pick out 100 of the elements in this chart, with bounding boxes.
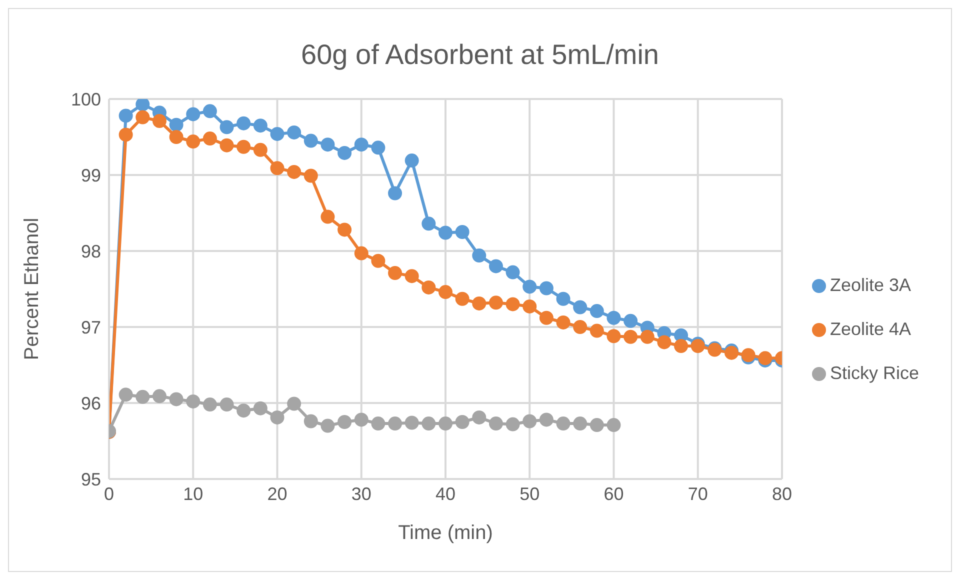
point <box>354 246 368 260</box>
point <box>522 414 537 428</box>
point <box>338 222 352 237</box>
point <box>169 118 184 132</box>
point <box>136 99 150 112</box>
legend-label: Zeolite 3A <box>830 275 912 295</box>
point <box>522 299 537 314</box>
point <box>455 415 470 429</box>
point <box>169 392 184 406</box>
point <box>202 104 217 118</box>
point <box>220 120 234 134</box>
point <box>488 296 503 310</box>
y-axis-title: Percent Ethanol <box>21 218 44 360</box>
point <box>338 415 352 429</box>
point <box>388 416 402 431</box>
point <box>202 132 217 146</box>
point <box>422 416 436 431</box>
point <box>371 140 386 155</box>
point <box>354 138 368 152</box>
point <box>438 285 452 300</box>
point <box>573 320 588 334</box>
point <box>270 126 284 141</box>
x-tick-label: 50 <box>520 484 540 504</box>
point <box>236 116 251 130</box>
point <box>320 138 335 152</box>
point <box>388 186 402 200</box>
point <box>539 310 554 325</box>
point <box>236 404 251 418</box>
x-tick-label: 80 <box>772 484 792 504</box>
chart-title: 60g of Adsorbent at 5mL/min <box>300 38 660 72</box>
point <box>590 304 604 318</box>
point <box>556 292 570 306</box>
legend-label: Zeolite 4A <box>830 319 912 339</box>
y-tick-label: 100 <box>70 89 101 110</box>
point <box>186 134 200 149</box>
point <box>388 266 402 280</box>
point <box>606 329 621 344</box>
point <box>152 114 166 128</box>
point <box>472 410 486 424</box>
point <box>472 296 486 310</box>
point <box>320 210 335 224</box>
point <box>118 388 133 402</box>
point <box>506 297 520 312</box>
point <box>573 300 588 314</box>
point <box>606 418 621 432</box>
point <box>556 416 570 431</box>
point <box>236 140 251 154</box>
point <box>624 330 638 344</box>
point <box>270 161 284 176</box>
point <box>539 281 554 296</box>
y-tick-label: 99 <box>80 165 101 186</box>
point <box>253 401 268 416</box>
point <box>371 416 386 431</box>
point <box>404 154 419 168</box>
point <box>488 416 503 431</box>
point <box>320 418 335 433</box>
point <box>506 265 520 280</box>
point <box>304 134 318 148</box>
x-tick-label: 0 <box>104 484 114 504</box>
point <box>522 280 537 294</box>
point <box>404 269 419 284</box>
y-tick-label: 96 <box>80 393 101 414</box>
point <box>438 416 452 431</box>
x-tick-label: 70 <box>688 484 708 504</box>
legend-label: Sticky Rice <box>830 363 919 383</box>
point <box>472 248 486 263</box>
point <box>253 118 268 133</box>
point <box>573 416 588 431</box>
point <box>371 254 386 268</box>
point <box>118 128 133 142</box>
point <box>118 108 133 123</box>
y-tick-label: 97 <box>80 317 101 338</box>
point <box>136 110 150 124</box>
point <box>606 310 621 325</box>
point <box>220 398 234 412</box>
point <box>488 259 503 274</box>
point <box>455 292 470 306</box>
point <box>169 130 184 144</box>
point <box>624 314 638 328</box>
point <box>674 339 688 353</box>
point <box>438 226 452 240</box>
point <box>422 216 436 231</box>
point <box>202 398 217 412</box>
point <box>657 335 672 350</box>
point <box>304 168 318 183</box>
point <box>186 107 200 122</box>
x-axis-title: Time (min) <box>398 522 493 544</box>
point <box>287 396 302 411</box>
point <box>136 390 150 404</box>
point <box>640 330 654 344</box>
point <box>253 142 268 157</box>
point <box>690 339 705 353</box>
point <box>590 324 604 338</box>
point <box>338 146 352 160</box>
x-tick-label: 10 <box>183 484 204 504</box>
x-tick-label: 20 <box>267 484 288 504</box>
point <box>422 280 436 294</box>
x-tick-label: 60 <box>604 484 624 504</box>
y-tick-label: 98 <box>80 241 101 262</box>
y-tick-label: 95 <box>80 469 101 490</box>
